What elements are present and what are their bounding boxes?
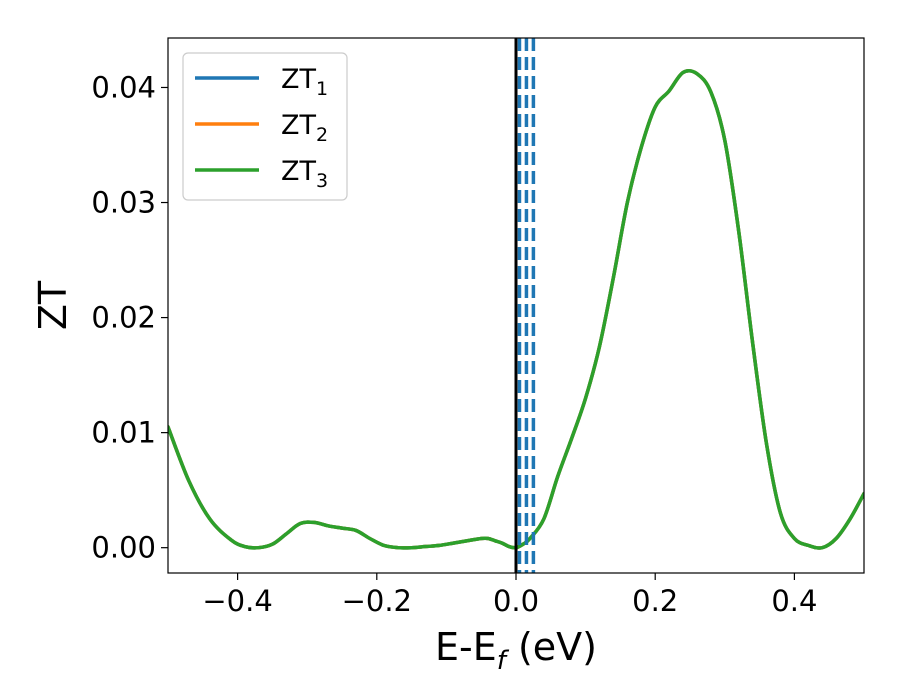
x-tick-label: −0.2 xyxy=(342,584,412,618)
reference-lines xyxy=(514,38,536,573)
x-axis-label: E-Ef (eV) xyxy=(435,625,597,676)
legend-label-base: ZT xyxy=(281,156,316,187)
x-axis-label-main: E-E xyxy=(435,625,497,669)
legend-label-sub: 1 xyxy=(316,78,328,100)
legend-label-sub: 2 xyxy=(316,124,328,146)
x-tick-label: 0.0 xyxy=(493,584,539,618)
legend-label-base: ZT xyxy=(281,110,316,141)
legend-label-3: ZT3 xyxy=(281,156,328,192)
y-axis-label: ZT xyxy=(31,280,75,330)
legend-label-sub: 3 xyxy=(316,170,328,192)
y-tick-label: 0.03 xyxy=(91,186,156,220)
plot-area xyxy=(168,69,864,550)
legend-label-2: ZT2 xyxy=(281,110,328,146)
x-tick-label: 0.4 xyxy=(771,584,817,618)
legend-label-1: ZT1 xyxy=(281,64,328,100)
series-line-3 xyxy=(168,69,864,550)
x-tick-label: −0.4 xyxy=(202,584,272,618)
y-axis: 0.00 0.01 0.02 0.03 0.04 xyxy=(91,70,168,565)
x-axis: −0.4 −0.2 0.0 0.2 0.4 xyxy=(202,573,817,618)
y-tick-label: 0.00 xyxy=(91,531,156,565)
x-axis-label-unit: (eV) xyxy=(506,625,597,669)
y-tick-label: 0.04 xyxy=(91,70,156,104)
y-tick-label: 0.01 xyxy=(91,416,156,450)
legend-box xyxy=(182,52,348,201)
x-tick-label: 0.2 xyxy=(632,584,678,618)
y-tick-label: 0.02 xyxy=(91,301,156,335)
legend-label-base: ZT xyxy=(281,64,316,95)
